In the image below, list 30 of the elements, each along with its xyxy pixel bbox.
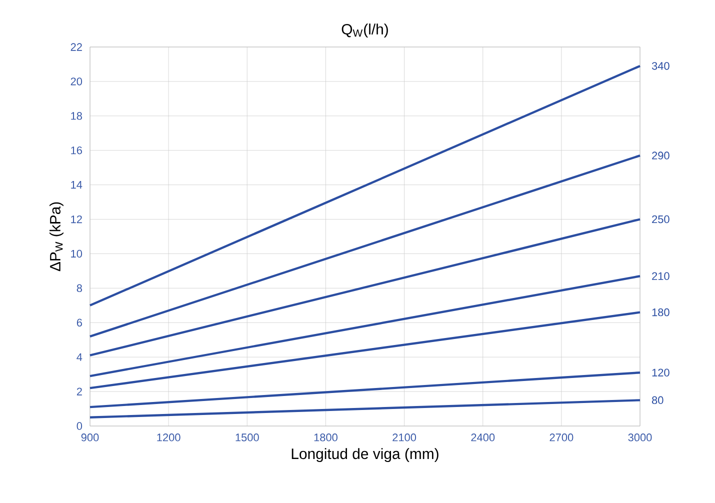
x-tick-label: 900 xyxy=(81,434,99,442)
y-tick-label: 12 xyxy=(71,215,82,224)
y-tick-label: 16 xyxy=(71,146,82,154)
x-tick-label: 3000 xyxy=(628,434,652,442)
y-tick-label: 2 xyxy=(76,388,82,396)
series-label: 210 xyxy=(652,272,670,280)
chart-title: Q$_{W}$(l/h) xyxy=(342,24,388,38)
x-axis-title: Longitud de viga (mm) xyxy=(292,448,438,462)
y-tick-label: 20 xyxy=(70,78,82,86)
y-tick-label: 8 xyxy=(76,284,82,292)
y-tick-label: 0 xyxy=(76,422,82,430)
series-label: 80 xyxy=(652,396,664,404)
y-axis-title: ΔP$_{W}$ (kPa) xyxy=(50,202,64,272)
series-label: 340 xyxy=(652,62,670,70)
y-tick-label: 22 xyxy=(70,43,82,51)
series-label: 290 xyxy=(652,152,670,160)
x-tick-label: 2700 xyxy=(550,434,574,442)
x-tick-label: 2400 xyxy=(471,434,495,442)
x-tick-label: 2100 xyxy=(392,434,416,442)
y-tick-label: 4 xyxy=(76,353,82,361)
series-label: 250 xyxy=(652,215,670,224)
y-tick-label: 14 xyxy=(71,181,82,189)
x-tick-label: 1800 xyxy=(314,434,338,442)
x-tick-label: 1500 xyxy=(236,434,259,442)
y-tick-label: 10 xyxy=(71,250,82,258)
y-tick-label: 18 xyxy=(71,112,82,120)
series-label: 120 xyxy=(652,368,670,376)
series-label: 180 xyxy=(652,308,670,316)
y-tick-label: 6 xyxy=(76,318,82,327)
x-tick-label: 1200 xyxy=(157,434,180,442)
